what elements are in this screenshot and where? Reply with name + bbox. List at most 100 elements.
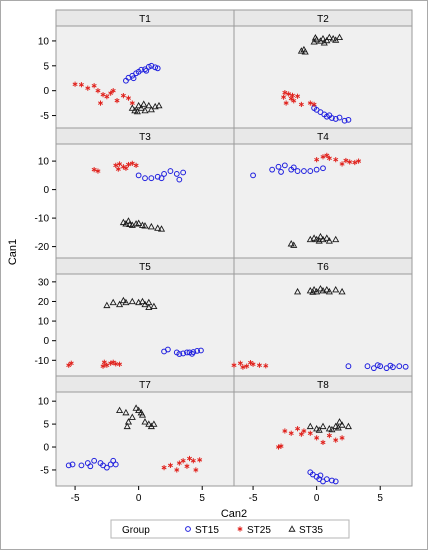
st15-point: [161, 171, 167, 177]
st35-point: [145, 420, 153, 427]
panel-title: T6: [317, 262, 329, 273]
st35-point: [140, 100, 148, 107]
y-tick-label: 0: [43, 336, 49, 347]
st25-point: [117, 161, 123, 167]
st15-point: [387, 362, 394, 369]
st35-point: [132, 220, 140, 227]
st25-point: [97, 100, 104, 106]
x-tick-label: -5: [71, 493, 80, 504]
st35-point: [306, 422, 314, 430]
x-axis-title: Can2: [221, 508, 247, 520]
st35-point: [126, 220, 134, 228]
st15-point: [154, 173, 161, 180]
st35-point: [332, 235, 340, 243]
st35-point: [294, 287, 302, 295]
st25-point: [352, 159, 358, 166]
panel-plot-area: [55, 273, 235, 377]
st25-point: [288, 430, 294, 436]
st15-point: [370, 365, 377, 372]
st25-point: [282, 90, 288, 96]
st15-point: [158, 175, 165, 182]
st15-point: [250, 172, 256, 179]
st25-point: [307, 100, 313, 106]
st15-point: [341, 117, 348, 124]
st25-point: [298, 431, 304, 437]
st35-point: [124, 418, 133, 425]
st25-point: [314, 435, 320, 441]
st35-point: [137, 104, 145, 111]
panel-t2: T2: [233, 9, 413, 129]
st35-point: [122, 298, 130, 306]
st35-point: [332, 285, 340, 293]
st25-point: [125, 161, 131, 168]
st15-point: [313, 166, 320, 173]
st15-point: [189, 350, 195, 357]
y-tick-label: 30: [38, 277, 50, 288]
st35-point: [150, 420, 158, 427]
st25-point: [104, 94, 110, 100]
st35-point: [141, 418, 149, 425]
st15-point: [176, 351, 183, 357]
legend-box: [110, 519, 350, 539]
panel-t6: T6: [231, 257, 413, 377]
st35-point: [150, 302, 158, 310]
st35-point: [320, 39, 328, 46]
st15-point: [143, 67, 150, 74]
panel-t5: T5 30 20 10 0 -10: [35, 257, 235, 377]
st35-point: [335, 33, 344, 41]
panel-t7: T7 10 5 0 -5: [38, 375, 235, 487]
st35-point: [145, 303, 153, 311]
st35-point: [297, 47, 305, 54]
st35-point: [319, 422, 327, 430]
y-tick-label: 20: [38, 297, 50, 308]
st25-point: [108, 90, 114, 96]
st15-point: [142, 175, 148, 182]
y-tick-label: 10: [38, 36, 50, 47]
st35-point: [290, 241, 298, 248]
st35-legend-marker: [288, 525, 296, 532]
st15-point: [130, 75, 137, 82]
y-axis-title: Can1: [7, 239, 19, 265]
legend: Group ST15 ST25 ST35: [110, 519, 350, 539]
x-tick-label: -5: [249, 493, 258, 504]
st25-point: [186, 455, 193, 462]
st25-point: [110, 88, 116, 94]
st35-point: [122, 408, 130, 416]
st35-point: [119, 218, 127, 226]
st25-point: [320, 154, 326, 160]
st35-point: [325, 237, 333, 244]
st35-point: [334, 424, 342, 431]
panel-title: T8: [317, 380, 329, 391]
st25-point: [240, 364, 246, 370]
st25-point: [283, 100, 289, 106]
st25-point: [281, 94, 287, 100]
st35-point: [147, 105, 155, 113]
st25-point: [133, 162, 139, 168]
st25-point: [282, 428, 288, 434]
st15-point: [278, 169, 284, 175]
st25-point: [100, 363, 106, 369]
st25-point: [339, 435, 345, 441]
panel-t3: T3 10 0 -10 -20: [35, 127, 235, 259]
st35-point: [335, 418, 344, 425]
st35-point: [132, 404, 140, 411]
st35-point: [123, 422, 131, 430]
x-tick-label: 0: [136, 493, 142, 504]
st35-point: [135, 219, 143, 226]
panel-points: [275, 418, 352, 485]
panel-points: [231, 284, 409, 372]
st15-point: [301, 168, 307, 174]
st35-point: [141, 106, 149, 114]
st25-point: [301, 428, 307, 434]
y-tick-label: 5: [43, 420, 49, 431]
st35-point: [133, 107, 141, 115]
st15-point: [294, 168, 301, 174]
st15-point: [91, 457, 98, 464]
x-tick-label: 5: [199, 493, 205, 504]
st25-point: [180, 458, 186, 464]
st25-point: [123, 165, 129, 171]
st25-point: [72, 81, 78, 87]
st25-point: [356, 158, 362, 164]
